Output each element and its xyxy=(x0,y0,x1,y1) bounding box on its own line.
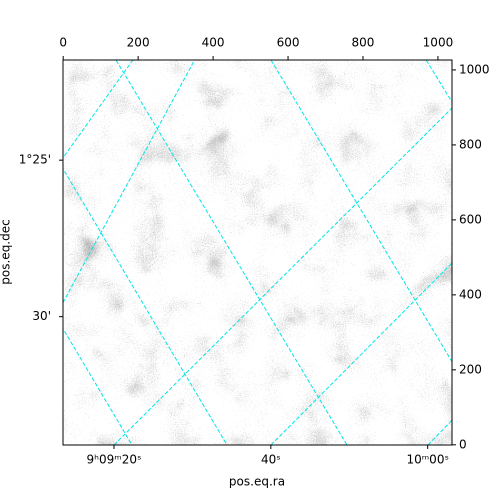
ra-tick-label: 10ᵐ00ˢ xyxy=(406,453,449,467)
x-tick-label: 400 xyxy=(202,36,225,50)
ra-tick-label: 40ˢ xyxy=(261,453,281,467)
x-tick-label: 600 xyxy=(277,36,300,50)
x-tick-label: 0 xyxy=(59,36,67,50)
x-tick-label: 800 xyxy=(352,36,375,50)
y-tick-label: 600 xyxy=(459,212,482,226)
y-tick-label: 0 xyxy=(459,437,467,451)
x-tick-label: 1000 xyxy=(423,36,454,50)
image xyxy=(63,60,452,445)
dec-tick-label: 1°25' xyxy=(19,153,51,167)
x-tick-label: 200 xyxy=(127,36,150,50)
y-tick-label: 400 xyxy=(459,287,482,301)
x-axis-label: pos.eq.ra xyxy=(229,475,285,489)
y-tick-label: 200 xyxy=(459,362,482,376)
dec-tick-label: 30' xyxy=(32,309,51,323)
y-tick-label: 1000 xyxy=(459,62,490,76)
coordinate-grid xyxy=(63,60,452,445)
y-axis-label: pos.eq.dec xyxy=(0,219,13,284)
y-tick-label: 800 xyxy=(459,137,482,151)
ra-tick-label: 9ʰ09ᵐ20ˢ xyxy=(86,453,141,467)
plot-frame xyxy=(62,59,453,446)
